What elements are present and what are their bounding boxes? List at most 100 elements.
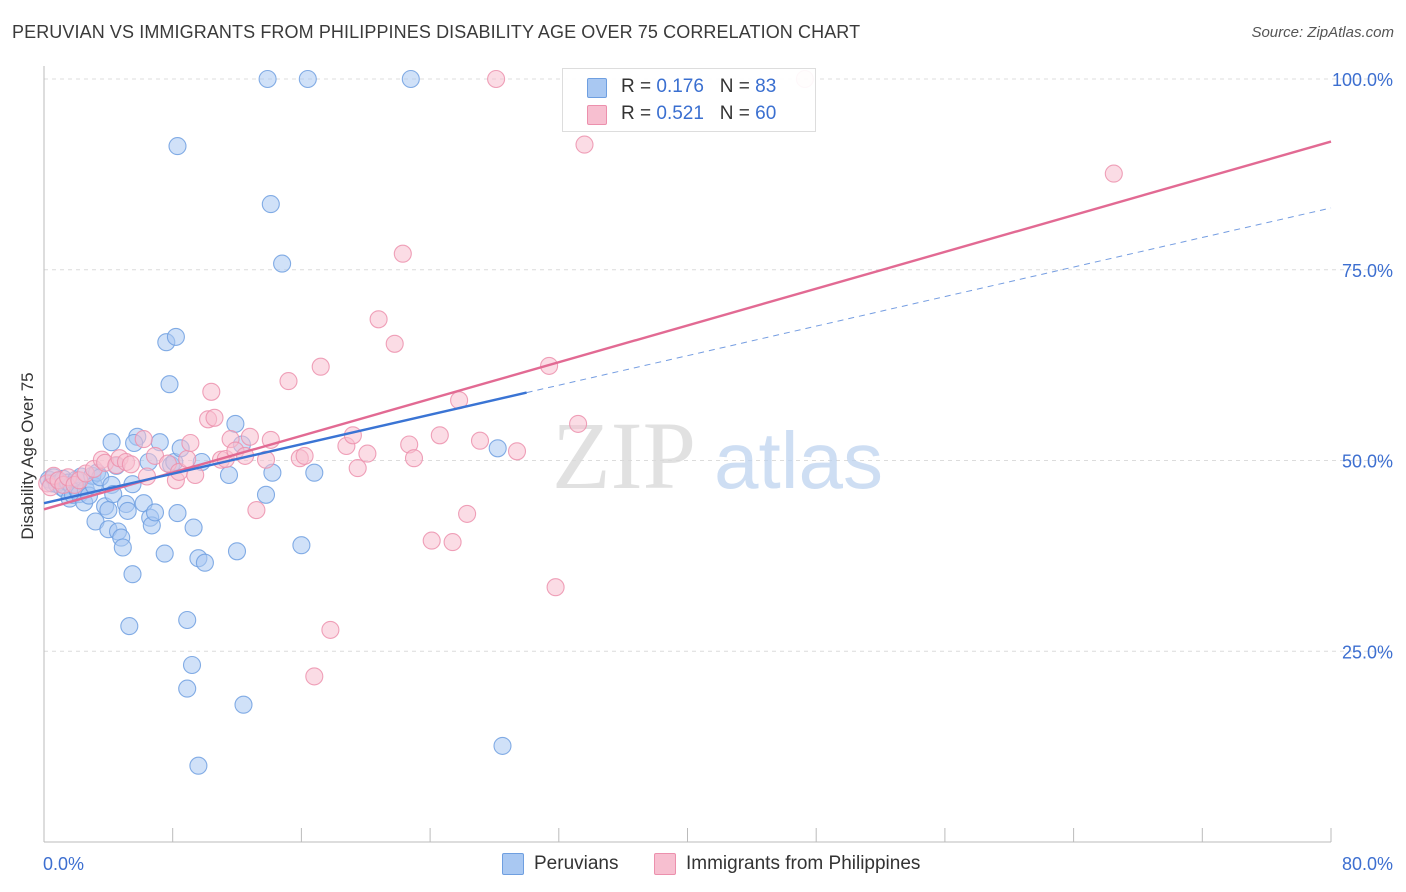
r-value: 0.521: [656, 103, 704, 124]
y-tick-label: 100.0%: [1332, 70, 1393, 90]
point-peruvians: [99, 501, 118, 520]
point-peruvians: [195, 553, 214, 572]
point-peruvians: [227, 542, 247, 561]
point-peruvians: [305, 463, 324, 482]
point-peruvians: [258, 69, 277, 89]
n-label: N =: [719, 76, 756, 97]
series-philippines-points: [38, 69, 1123, 686]
point-peruvians: [182, 655, 202, 675]
watermark: ZIP atlas: [552, 402, 883, 509]
point-philippines: [240, 427, 259, 446]
y-tick-label: 75.0%: [1342, 261, 1393, 281]
point-peruvians: [178, 610, 197, 630]
point-peruvians: [160, 375, 179, 394]
point-peruvians: [184, 518, 203, 537]
point-philippines: [247, 501, 266, 520]
legend-label-philippines: Immigrants from Philippines: [686, 853, 921, 874]
point-philippines: [305, 667, 324, 686]
grid-lines: [44, 78, 1391, 652]
point-peruvians: [261, 195, 280, 214]
r-value: 0.176: [656, 76, 704, 97]
point-philippines: [134, 430, 153, 449]
point-philippines: [393, 244, 412, 263]
y-axis-label: Disability Age Over 75: [18, 372, 37, 539]
x-tick-label: 80.0%: [1342, 854, 1393, 874]
point-peruvians: [292, 536, 311, 555]
point-peruvians: [168, 504, 187, 523]
point-peruvians: [120, 617, 139, 636]
point-philippines: [470, 431, 490, 450]
point-philippines: [443, 533, 462, 552]
legend-swatch-peruvians: [502, 853, 524, 875]
point-philippines: [321, 620, 340, 639]
point-philippines: [404, 449, 424, 468]
trend-line-peruvians: [43, 391, 527, 505]
point-peruvians: [273, 254, 292, 273]
point-peruvians: [166, 327, 185, 346]
point-philippines: [487, 69, 506, 89]
point-peruvians: [145, 503, 165, 522]
r-label: R =: [621, 103, 657, 124]
point-philippines: [343, 426, 362, 445]
philippines-swatch: [587, 105, 607, 125]
x-tick-labels: 0.0% 80.0%: [43, 854, 1393, 874]
point-philippines: [507, 442, 527, 461]
point-philippines: [569, 414, 588, 433]
y-tick-label: 50.0%: [1342, 452, 1393, 472]
point-peruvians: [102, 433, 121, 452]
legend-label-peruvians: Peruvians: [534, 853, 619, 874]
point-peruvians: [256, 485, 276, 504]
series-peruvians-points: [39, 69, 512, 775]
point-philippines: [458, 504, 477, 523]
point-philippines: [546, 578, 565, 597]
point-philippines: [295, 446, 314, 465]
r-label: R =: [621, 76, 657, 97]
y-tick-labels: 25.0% 50.0% 75.0% 100.0%: [1332, 70, 1393, 662]
point-peruvians: [234, 695, 253, 714]
point-peruvians: [401, 69, 420, 89]
point-peruvians: [298, 69, 317, 89]
point-peruvians: [219, 465, 239, 485]
point-philippines: [279, 372, 298, 391]
point-philippines: [178, 449, 197, 469]
point-peruvians: [113, 538, 132, 557]
n-label: N =: [719, 103, 756, 124]
point-peruvians: [155, 544, 174, 563]
trend-line-philippines: [43, 140, 1332, 511]
point-peruvians: [493, 736, 512, 755]
point-philippines: [205, 408, 224, 427]
point-philippines: [430, 426, 449, 445]
trend-line-peruvians-extension: [526, 207, 1332, 394]
point-philippines: [121, 455, 140, 474]
point-philippines: [202, 382, 221, 401]
watermark-atlas: atlas: [714, 416, 883, 505]
source-label: Source: ZipAtlas.com: [1251, 24, 1394, 41]
legend-swatch-philippines: [654, 853, 676, 875]
point-philippines: [1104, 164, 1123, 183]
y-tick-label: 25.0%: [1342, 642, 1393, 662]
stats-box: R = 0.176 N = 83 R = 0.521 N = 60: [562, 68, 816, 132]
point-peruvians: [123, 565, 142, 584]
point-peruvians: [168, 137, 187, 156]
n-value: 60: [755, 103, 777, 124]
point-peruvians: [189, 756, 208, 775]
x-tick-label: 0.0%: [43, 854, 84, 874]
point-peruvians: [488, 439, 507, 458]
trend-lines: [43, 140, 1332, 511]
axes: [43, 66, 1332, 843]
point-philippines: [422, 531, 441, 550]
point-peruvians: [226, 414, 245, 433]
n-value: 83: [755, 76, 777, 97]
peruvians-swatch: [587, 78, 607, 98]
point-philippines: [311, 357, 330, 376]
point-philippines: [358, 444, 377, 463]
point-philippines: [385, 334, 404, 353]
chart-title: PERUVIAN VS IMMIGRANTS FROM PHILIPPINES …: [12, 22, 861, 42]
point-peruvians: [178, 679, 197, 698]
point-philippines: [369, 310, 388, 329]
point-philippines: [181, 433, 200, 453]
point-philippines: [575, 135, 594, 154]
point-philippines: [348, 459, 367, 478]
point-peruvians: [118, 501, 137, 520]
